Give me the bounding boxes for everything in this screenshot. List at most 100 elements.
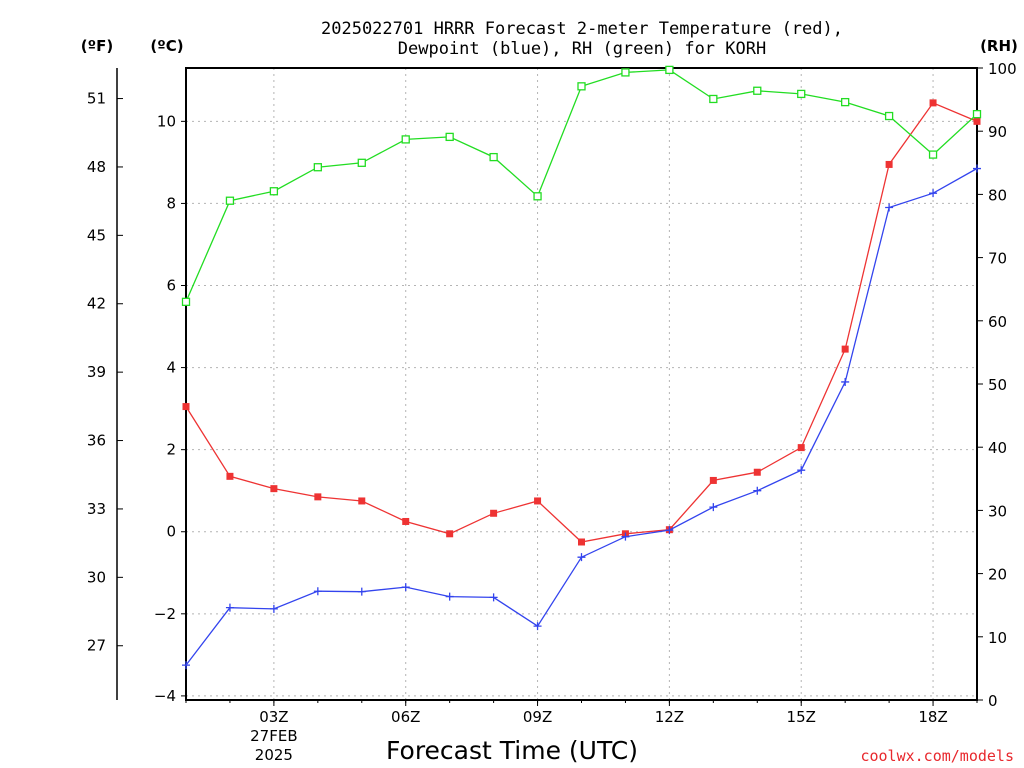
data-point: [665, 65, 674, 75]
celsius-axis: −4 −2 0 2 4 6 8 10: [154, 112, 186, 705]
data-point: [709, 476, 717, 484]
data-point: [533, 192, 542, 201]
data-point: [929, 189, 938, 198]
data-point: [445, 132, 454, 142]
data-point: [885, 160, 893, 168]
data-point: [709, 94, 718, 104]
rh-tick-label: 30: [988, 502, 1007, 520]
celsius-tick-label: −2: [154, 605, 176, 623]
data-point: [226, 472, 234, 480]
data-point: [797, 89, 806, 99]
rh-tick-label: 100: [988, 60, 1017, 78]
series-dewpoint: [182, 164, 981, 670]
rh-unit-label: (RH): [980, 37, 1018, 55]
celsius-tick-label: 10: [157, 112, 176, 130]
time-tick-label: 18Z: [918, 708, 947, 726]
rh-tick-label: 60: [988, 313, 1007, 331]
data-point: [577, 82, 586, 91]
data-point: [357, 158, 366, 167]
rh-tick-label: 20: [988, 566, 1007, 584]
celsius-tick-label: 0: [166, 523, 176, 541]
data-point: [841, 345, 849, 353]
data-point: [973, 117, 981, 125]
fahrenheit-tick-label: 39: [87, 363, 106, 381]
data-point: [841, 377, 850, 386]
fahrenheit-tick-label: 45: [87, 226, 106, 244]
data-point: [972, 109, 982, 119]
data-point: [578, 538, 585, 546]
chart-subtitle: Dewpoint (blue), RH (green) for KORH: [398, 39, 766, 59]
data-point: [753, 86, 762, 95]
data-point: [225, 196, 235, 205]
rh-tick-label: 70: [988, 250, 1007, 268]
data-point: [313, 587, 322, 596]
data-point: [533, 622, 542, 631]
data-point: [489, 593, 498, 602]
data-point: [929, 99, 937, 107]
series-rh: [181, 65, 982, 306]
chart-title: 2025022701 HRRR Forecast 2-meter Tempera…: [321, 19, 843, 39]
data-point: [928, 150, 938, 159]
fahrenheit-tick-label: 27: [87, 637, 106, 655]
data-point: [182, 403, 190, 411]
data-point: [577, 553, 586, 562]
data-point: [269, 187, 279, 196]
fahrenheit-tick-label: 30: [87, 568, 106, 586]
data-point: [841, 97, 850, 107]
data-point: [314, 493, 322, 501]
data-point: [621, 532, 630, 541]
fahrenheit-tick-label: 33: [87, 500, 106, 518]
celsius-tick-label: 4: [166, 359, 176, 377]
data-point: [401, 135, 410, 144]
fahrenheit-tick-label: 42: [87, 295, 106, 313]
fahrenheit-tick-label: 36: [87, 432, 106, 450]
data-point: [401, 583, 410, 592]
data-point: [270, 485, 278, 493]
time-tick-label: 09Z: [523, 708, 552, 726]
data-point: [753, 468, 761, 476]
data-point: [269, 604, 278, 613]
time-tick-label: 03Z: [259, 708, 288, 726]
data-point: [182, 661, 190, 670]
celsius-tick-label: 6: [166, 277, 176, 295]
celsius-unit-label: (ºC): [150, 37, 183, 55]
fahrenheit-unit-label: (ºF): [81, 37, 113, 55]
credit-label: coolwx.com/models: [860, 747, 1014, 765]
data-point: [665, 526, 674, 535]
x-axis-title: Forecast Time (UTC): [386, 736, 638, 765]
rh-tick-label: 80: [988, 186, 1007, 204]
celsius-tick-label: 2: [166, 441, 176, 459]
data-point: [181, 297, 191, 306]
rh-tick-label: 0: [988, 692, 998, 710]
rh-tick-label: 90: [988, 123, 1007, 141]
data-point: [621, 68, 630, 77]
date-label: 27FEB: [250, 727, 297, 745]
data-point: [797, 444, 805, 452]
time-tick-label: 06Z: [391, 708, 420, 726]
time-tick-label: 12Z: [655, 708, 684, 726]
data-point: [973, 164, 981, 173]
data-point: [490, 509, 498, 517]
data-point: [534, 497, 542, 505]
fahrenheit-axis: 27 30 33 36 39 42 45 48 51: [87, 90, 123, 655]
rh-tick-label: 50: [988, 376, 1007, 394]
data-point: [885, 203, 894, 212]
data-point: [489, 152, 498, 162]
rh-tick-label: 40: [988, 439, 1007, 457]
rh-axis: 0 10 20 30 40 50 60 70 80 90 100: [977, 60, 1017, 710]
fahrenheit-tick-label: 51: [87, 90, 106, 108]
celsius-tick-label: −4: [154, 687, 176, 705]
data-point: [753, 486, 762, 495]
series-layer: [181, 65, 982, 670]
data-point: [225, 603, 234, 612]
data-point: [313, 163, 322, 172]
data-point: [357, 587, 366, 596]
data-point: [709, 503, 718, 512]
data-point: [445, 592, 454, 601]
data-point: [402, 517, 410, 525]
data-point: [797, 466, 806, 475]
data-point: [358, 497, 366, 505]
data-point: [884, 111, 894, 121]
celsius-tick-label: 8: [166, 194, 176, 212]
